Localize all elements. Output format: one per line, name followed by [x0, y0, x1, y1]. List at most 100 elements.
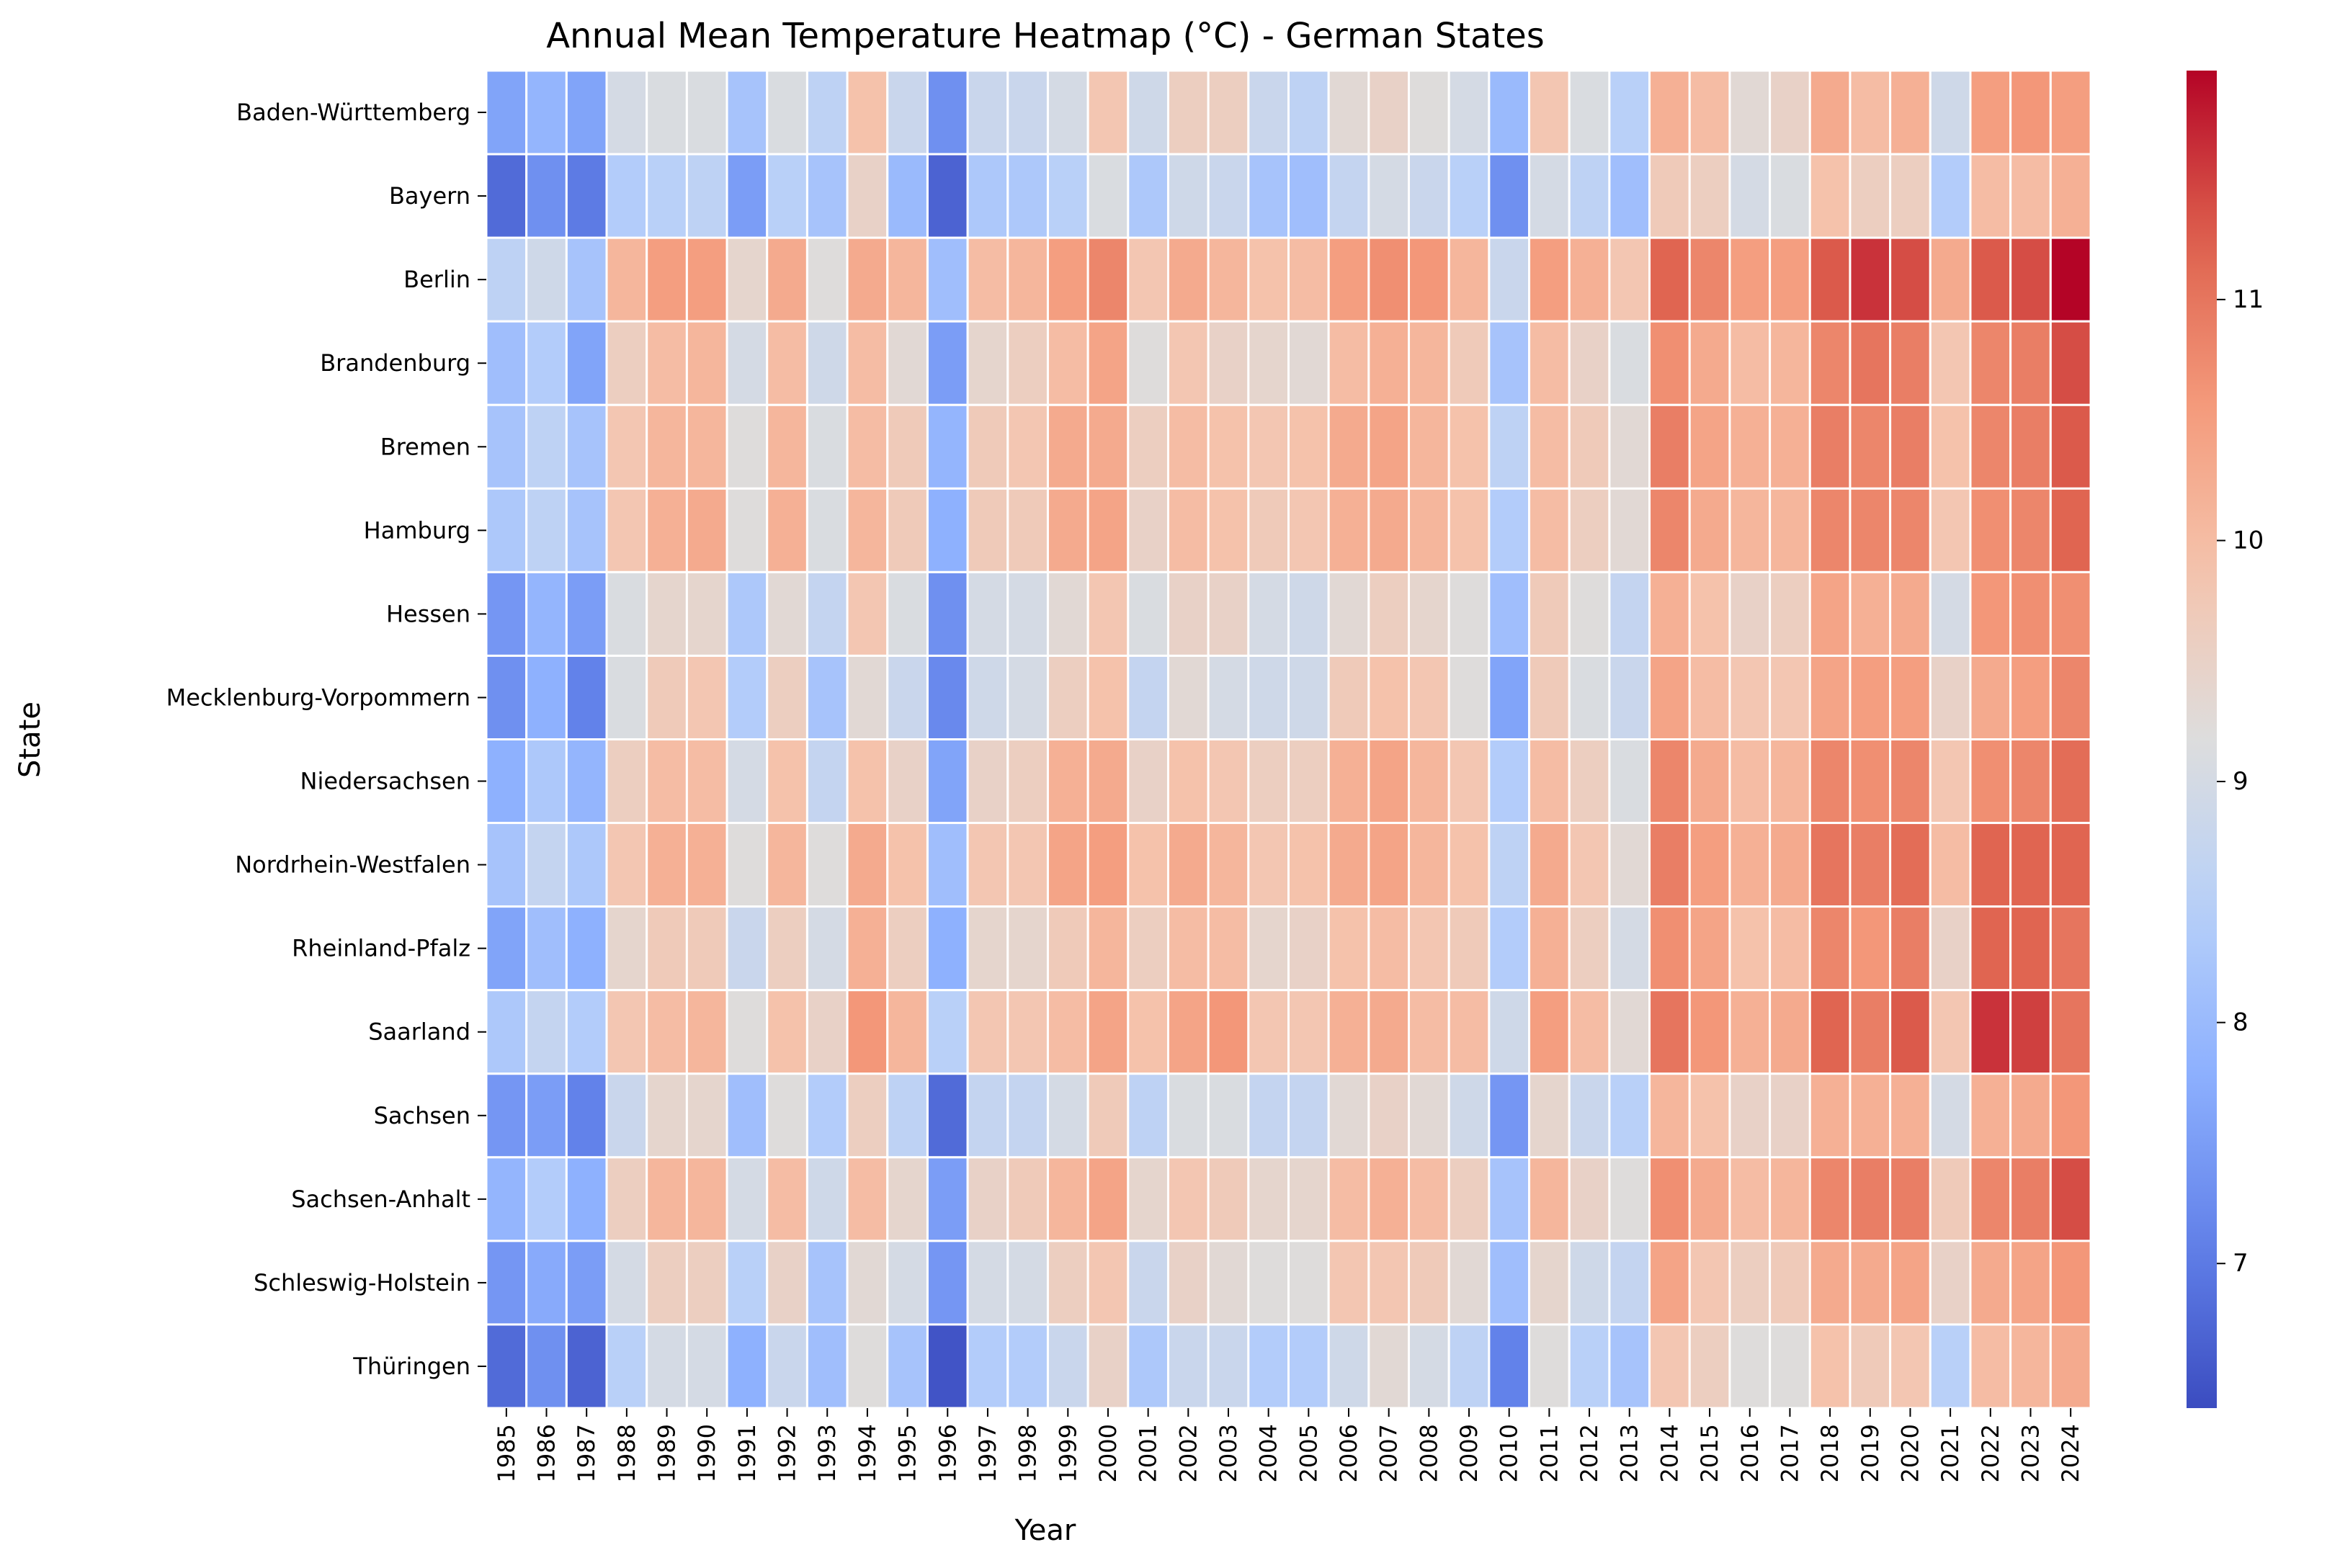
heatmap-cell: [1889, 236, 1932, 323]
colorbar: 7 8 9 10 11: [2187, 71, 2264, 1408]
heatmap-cell: [2009, 403, 2052, 490]
heatmap-cell: [1287, 570, 1330, 657]
heatmap-cell: [2049, 236, 2092, 323]
heatmap-cell: [1488, 654, 1531, 740]
heatmap-cell: [1046, 1240, 1089, 1326]
heatmap-cell: [1006, 69, 1049, 156]
heatmap-cell: [1488, 153, 1531, 239]
heatmap-cell: [1207, 69, 1250, 156]
heatmap-cell: [1127, 654, 1169, 740]
heatmap-cell: [1207, 1072, 1250, 1159]
heatmap-cell: [646, 69, 688, 156]
y-axis: Baden-Württemberg Bayern Berlin Brandenburg…: [166, 99, 486, 1380]
heatmap-cell: [565, 153, 608, 239]
heatmap-cell: [646, 487, 688, 573]
heatmap-cell: [2009, 69, 2052, 156]
heatmap-cell: [766, 654, 808, 740]
heatmap-cell: [1648, 989, 1691, 1075]
heatmap-cell: [1367, 403, 1411, 490]
heatmap-cell: [1488, 1240, 1531, 1326]
heatmap-cell: [646, 153, 688, 239]
x-tick-label: 2016: [1736, 1424, 1764, 1482]
heatmap-cell: [565, 905, 608, 992]
heatmap-cell: [846, 654, 889, 740]
heatmap-cell: [1568, 487, 1611, 573]
heatmap-cell: [646, 1240, 688, 1326]
heatmap-cell: [1769, 1323, 1811, 1410]
heatmap-cell: [1127, 487, 1169, 573]
heatmap-cell: [1127, 236, 1169, 323]
heatmap-cell: [1086, 570, 1130, 657]
heatmap-cell: [886, 1323, 929, 1410]
heatmap-cell: [1969, 654, 2012, 740]
heatmap-cell: [1568, 570, 1611, 657]
heatmap-cell: [846, 236, 889, 323]
heatmap-cell: [1648, 69, 1691, 156]
heatmap-cell: [1127, 320, 1169, 406]
heatmap-cell: [1086, 1240, 1130, 1326]
heatmap-cell: [1969, 989, 2012, 1075]
heatmap-cell: [725, 1323, 769, 1410]
heatmap-cell: [1046, 989, 1089, 1075]
heatmap-cell: [926, 654, 969, 740]
heatmap-cell: [565, 654, 608, 740]
heatmap-cell: [1688, 1156, 1731, 1242]
heatmap-cell: [886, 822, 929, 908]
heatmap-cell: [1086, 822, 1130, 908]
heatmap-cell: [805, 487, 849, 573]
heatmap-cell: [605, 905, 648, 992]
heatmap-cell: [1929, 1072, 1972, 1159]
heatmap-cell: [1688, 905, 1731, 992]
heatmap-cell: [1367, 153, 1411, 239]
heatmap-cell: [1086, 403, 1130, 490]
heatmap-cell: [1969, 153, 2012, 239]
x-tick-label: 1996: [934, 1424, 961, 1482]
y-tick-label: Sachsen-Anhalt: [291, 1186, 470, 1213]
heatmap-cell: [485, 822, 528, 908]
heatmap-cell: [2009, 989, 2052, 1075]
heatmap-cell: [846, 487, 889, 573]
heatmap-cell: [1287, 1240, 1330, 1326]
heatmap-cell: [1247, 738, 1290, 825]
heatmap-cell: [1046, 320, 1089, 406]
heatmap-cell: [966, 403, 1009, 490]
heatmap-cell: [1969, 738, 2012, 825]
heatmap-cell: [1006, 570, 1049, 657]
heatmap-cell: [525, 738, 568, 825]
heatmap-cell: [846, 1156, 889, 1242]
heatmap-cell: [886, 1156, 929, 1242]
heatmap-cell: [1327, 738, 1370, 825]
heatmap-cell: [1327, 487, 1370, 573]
heatmap-cell: [685, 905, 728, 992]
heatmap-cell: [1086, 320, 1130, 406]
heatmap-cell: [1889, 654, 1932, 740]
heatmap-cell: [646, 570, 688, 657]
heatmap-cell: [725, 153, 769, 239]
heatmap-cell: [1889, 153, 1932, 239]
heatmap-cell: [1408, 69, 1450, 156]
heatmap-cell: [805, 320, 849, 406]
heatmap-cell: [1166, 989, 1210, 1075]
heatmap-cell: [886, 236, 929, 323]
heatmap-cell: [1127, 403, 1169, 490]
heatmap-cell: [1648, 654, 1691, 740]
x-tick-label: 2023: [2017, 1424, 2044, 1482]
heatmap-cell: [1207, 487, 1250, 573]
heatmap-cell: [1006, 989, 1049, 1075]
heatmap-cell: [1367, 236, 1411, 323]
heatmap-cell: [725, 822, 769, 908]
heatmap-cell: [1608, 69, 1651, 156]
heatmap-cell: [2009, 1323, 2052, 1410]
heatmap-cell: [1769, 1156, 1811, 1242]
heatmap-cell: [1046, 822, 1089, 908]
heatmap-cell: [1207, 1156, 1250, 1242]
heatmap-cell: [1929, 487, 1972, 573]
heatmap-cell: [1528, 236, 1571, 323]
heatmap-cell: [1769, 654, 1811, 740]
heatmap-cell: [1207, 153, 1250, 239]
heatmap-cell: [886, 69, 929, 156]
heatmap-cell: [1086, 1156, 1130, 1242]
heatmap-cell: [565, 320, 608, 406]
heatmap-cell: [725, 654, 769, 740]
heatmap-cell: [1528, 1240, 1571, 1326]
